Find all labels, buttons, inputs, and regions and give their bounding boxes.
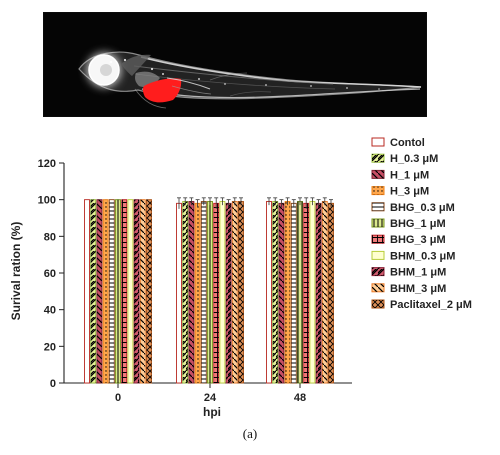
legend-swatch-pattern-3 [372, 170, 384, 179]
bar-pattern-10-48 [322, 201, 328, 383]
bar-1-0 [84, 199, 90, 384]
bar-pattern-11-48 [328, 203, 334, 383]
bar-pattern-2-24 [182, 201, 188, 383]
x-axis-label: hpi [203, 405, 221, 419]
x-tick-label: 24 [204, 392, 217, 404]
legend-swatch-pattern-10 [372, 283, 384, 292]
bar-pattern-5-0 [109, 199, 115, 383]
bar-pattern-7-24 [213, 203, 219, 383]
bar-8-0 [127, 199, 134, 384]
y-tick-label: 20 [44, 341, 56, 353]
legend-swatch-8 [371, 250, 385, 260]
bar-pattern-11-24 [238, 201, 244, 383]
bar-pattern-9-48 [316, 203, 322, 383]
bar-pattern-4-48 [285, 201, 291, 383]
bar-pattern-3-24 [188, 201, 194, 383]
bar-pattern-11-0 [146, 199, 152, 383]
bar-pattern-10-0 [140, 199, 146, 383]
legend-label: Contol [390, 137, 425, 149]
legend-label: BHG_3 μM [390, 234, 446, 246]
bar-pattern-2-48 [272, 201, 278, 383]
legend-label: BHM_0.3 μM [390, 250, 455, 262]
bar-1-48 [266, 201, 272, 384]
x-tick-label: 0 [115, 392, 121, 404]
legend-swatch-pattern-2 [372, 154, 384, 163]
y-tick-label: 60 [44, 268, 56, 280]
legend-swatch-pattern-11 [372, 300, 384, 308]
survival-chart: 0 20 40 60 80 100 120 0 24 48 hpi Surival ration (%… [0, 125, 500, 450]
bar-pattern-5-24 [201, 201, 207, 383]
legend-label: Paclitaxel_2 μM [390, 299, 472, 311]
legend-label: BHM_3 μM [390, 283, 446, 295]
legend-label: H_3 μM [390, 186, 429, 198]
y-tick-label: 80 [44, 231, 56, 243]
bar-pattern-10-24 [232, 201, 238, 383]
bar-pattern-7-0 [121, 199, 127, 383]
legend-label: BHM_1 μM [390, 267, 446, 279]
bar-8-48 [309, 201, 316, 384]
bar-pattern-9-0 [134, 199, 140, 383]
bar-8-24 [219, 201, 226, 384]
legend-swatch-pattern-4 [372, 186, 384, 195]
zebrafish-illustration [43, 12, 427, 117]
legend-swatch-pattern-7 [372, 235, 384, 244]
y-tick-label: 120 [38, 158, 56, 170]
bar-pattern-2-0 [90, 199, 96, 383]
y-axis-label: Surival ration (%) [9, 222, 23, 321]
bar-pattern-6-0 [115, 199, 121, 383]
bar-pattern-7-48 [303, 203, 309, 383]
zebrafish-photo [43, 12, 427, 117]
legend-label: H_1 μM [390, 169, 429, 181]
legend-swatch-pattern-9 [372, 267, 384, 276]
legend-label: BHG_1 μM [390, 218, 446, 230]
bar-1-24 [176, 202, 182, 384]
bar-pattern-4-0 [103, 199, 109, 383]
figure-caption: (a) [242, 426, 258, 441]
legend-swatch-1 [371, 137, 385, 147]
bar-pattern-3-0 [96, 199, 102, 383]
survival-chart-svg: 0 20 40 60 80 100 120 0 24 48 hpi Surival ration (%… [9, 137, 472, 419]
x-tick-label: 48 [294, 392, 306, 404]
tumor-highlight [142, 78, 182, 103]
bar-pattern-5-48 [291, 203, 297, 383]
bar-pattern-4-24 [195, 203, 201, 383]
y-tick-label: 100 [38, 195, 56, 207]
legend-swatch-pattern-5 [372, 202, 384, 211]
bar-pattern-9-24 [226, 203, 232, 383]
bar-pattern-3-48 [278, 203, 284, 383]
bar-pattern-6-48 [297, 201, 303, 383]
y-tick-label: 0 [50, 378, 56, 390]
bar-pattern-6-24 [207, 201, 213, 383]
legend-label: BHG_0.3 μM [390, 202, 455, 214]
legend-swatch-pattern-6 [372, 219, 384, 227]
legend-label: H_0.3 μM [390, 153, 438, 165]
y-tick-label: 40 [44, 305, 56, 317]
